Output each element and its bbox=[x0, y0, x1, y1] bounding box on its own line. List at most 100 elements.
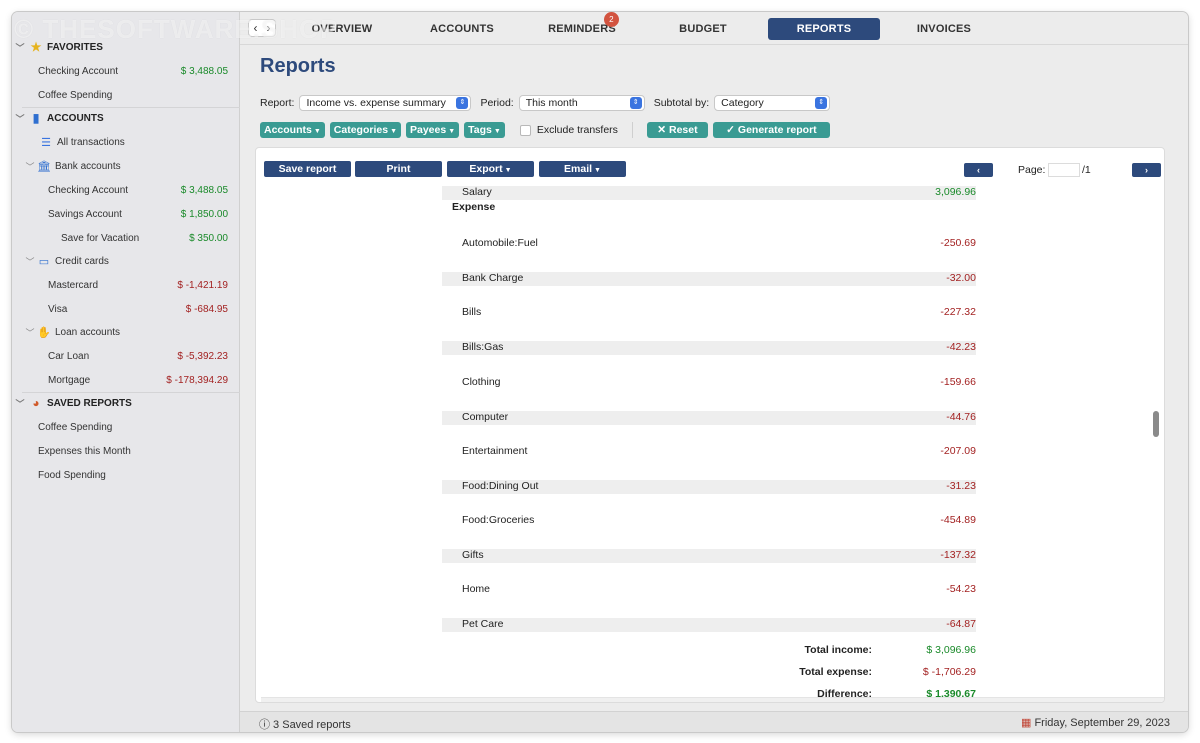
dropdown-arrow-icon: ▼ bbox=[493, 128, 501, 135]
sidebar-item-visa[interactable]: Visa $ -684.95 bbox=[12, 299, 240, 319]
star-icon: ★ bbox=[30, 40, 42, 54]
total-income-label: Total income: bbox=[804, 644, 872, 656]
sidebar-item-saved-report[interactable]: Food Spending bbox=[12, 465, 240, 485]
report-panel: Save report Print Export ▼ Email ▼ ‹ Page:… bbox=[255, 147, 1165, 703]
email-button[interactable]: Email ▼ bbox=[539, 161, 626, 177]
sidebar-item-mortgage[interactable]: Mortgage $ -178,394.29 bbox=[12, 370, 240, 390]
accounts-title: ACCOUNTS bbox=[47, 112, 104, 124]
chevron-down-icon[interactable]: ﹀ bbox=[25, 327, 35, 338]
export-label: Export bbox=[469, 163, 503, 175]
dropdown-arrow-icon: ▼ bbox=[504, 167, 512, 174]
tab-invoices[interactable]: INVOICES bbox=[916, 23, 972, 35]
divider bbox=[631, 122, 633, 138]
report-label: Report: bbox=[260, 97, 295, 109]
sidebar-item-favorite-coffee[interactable]: Coffee Spending bbox=[12, 85, 240, 105]
status-date: ▦ Friday, September 29, 2023 bbox=[1021, 716, 1170, 729]
favorites-title: FAVORITES bbox=[47, 41, 103, 53]
period-select[interactable]: This month ⇕ bbox=[518, 95, 645, 111]
sidebar-item-saved-report[interactable]: Coffee Spending bbox=[12, 417, 240, 437]
total-expense-label: Total expense: bbox=[799, 666, 872, 678]
row-label: Home bbox=[462, 583, 491, 595]
sidebar-item-checking[interactable]: Checking Account $ 3,488.05 bbox=[12, 180, 240, 200]
sidebar-item-favorite-checking[interactable]: Checking Account $ 3,488.05 bbox=[12, 61, 240, 81]
row-value: -64.87 bbox=[946, 618, 976, 630]
expense-heading: Expense bbox=[452, 201, 496, 213]
page-input[interactable] bbox=[1048, 163, 1080, 177]
sidebar-group-bank[interactable]: ﹀ 🏛 Bank accounts bbox=[12, 156, 240, 176]
divider bbox=[22, 107, 240, 108]
report-select-value: Income vs. expense summary bbox=[306, 97, 446, 109]
sidebar-group-loans[interactable]: ﹀ ✋ Loan accounts bbox=[12, 322, 240, 342]
row-label: Gifts bbox=[462, 549, 484, 561]
row-value: -44.76 bbox=[946, 411, 976, 423]
subtotal-select[interactable]: Category ⇕ bbox=[714, 95, 831, 111]
sidebar-group-credit[interactable]: ﹀ ▭ Credit cards bbox=[12, 251, 240, 271]
row-value: -207.09 bbox=[940, 445, 976, 457]
select-arrows-icon: ⇕ bbox=[456, 97, 469, 109]
page-title: Reports bbox=[260, 55, 336, 77]
bank-icon: 🏛 bbox=[37, 160, 51, 173]
table-row: Gifts -137.32 bbox=[442, 549, 976, 563]
prev-page-button[interactable]: ‹ bbox=[964, 163, 993, 177]
sidebar-item-saved-report[interactable]: Expenses this Month bbox=[12, 441, 240, 461]
chevron-down-icon[interactable]: ﹀ bbox=[25, 161, 35, 172]
filter-row: Accounts ▼ Categories ▼ Payees ▼ Tags ▼ Excl… bbox=[260, 122, 835, 138]
report-controls: Report: Income vs. expense summary ⇕ Per… bbox=[260, 95, 831, 111]
sidebar-item-mastercard[interactable]: Mastercard $ -1,421.19 bbox=[12, 275, 240, 295]
sidebar-item-label: Savings Account bbox=[48, 208, 122, 220]
export-button[interactable]: Export ▼ bbox=[447, 161, 534, 177]
saved-reports-count: ⓘ 3 Saved reports bbox=[259, 719, 351, 731]
tab-reports[interactable]: REPORTS bbox=[768, 18, 880, 40]
saved-reports-header[interactable]: ﹀ ◕ SAVED REPORTS bbox=[12, 393, 240, 413]
next-page-button[interactable]: › bbox=[1132, 163, 1161, 177]
accounts-header[interactable]: ﹀ ▮ ACCOUNTS bbox=[12, 108, 240, 128]
tab-overview[interactable]: OVERVIEW bbox=[311, 23, 373, 35]
sidebar-item-label: Coffee Spending bbox=[38, 89, 113, 101]
sidebar-item-vacation[interactable]: Save for Vacation $ 350.00 bbox=[12, 228, 240, 248]
exclude-transfers-checkbox[interactable] bbox=[519, 124, 531, 136]
generate-report-button[interactable]: ✓ Generate report bbox=[712, 122, 830, 138]
sidebar-item-car-loan[interactable]: Car Loan $ -5,392.23 bbox=[12, 346, 240, 366]
row-label: Food:Groceries bbox=[462, 514, 535, 526]
chevron-down-icon[interactable]: ﹀ bbox=[25, 256, 35, 267]
period-select-value: This month bbox=[525, 97, 578, 109]
tab-reminders[interactable]: REMINDERS 2 bbox=[526, 12, 638, 40]
row-label: Bills bbox=[462, 306, 482, 318]
tab-budget[interactable]: BUDGET bbox=[679, 23, 727, 35]
payees-filter-button[interactable]: Payees ▼ bbox=[406, 122, 460, 138]
chevron-down-icon[interactable]: ﹀ bbox=[15, 398, 25, 409]
sidebar-item-amount: $ -1,421.19 bbox=[177, 279, 228, 291]
tab-accounts[interactable]: ACCOUNTS bbox=[430, 23, 494, 35]
chevron-down-icon[interactable]: ﹀ bbox=[15, 113, 25, 124]
row-value: -250.69 bbox=[940, 237, 976, 249]
total-expense-value: $ -1,706.29 bbox=[922, 666, 976, 678]
back-icon[interactable]: ‹ bbox=[253, 21, 258, 35]
subtotal-label: Subtotal by: bbox=[653, 97, 710, 109]
nav-buttons: ‹ › bbox=[248, 19, 276, 37]
table-row: Computer -44.76 bbox=[442, 411, 976, 425]
sidebar-item-all-transactions[interactable]: ☰ All transactions bbox=[12, 132, 240, 152]
save-report-button[interactable]: Save report bbox=[264, 161, 351, 177]
tags-filter-button[interactable]: Tags ▼ bbox=[464, 122, 505, 138]
scrollbar-thumb[interactable] bbox=[1153, 411, 1159, 437]
row-value: -227.32 bbox=[940, 306, 976, 318]
sidebar-group-label: Credit cards bbox=[55, 255, 109, 267]
app-window: © THESOFTWARE.SHOP ﹀ ★ FAVORITES Checkin… bbox=[12, 12, 1188, 732]
sidebar-item-label: All transactions bbox=[57, 136, 125, 148]
accounts-filter-button[interactable]: Accounts ▼ bbox=[260, 122, 325, 138]
row-value: -32.00 bbox=[946, 272, 976, 284]
forward-icon[interactable]: › bbox=[266, 21, 271, 35]
sidebar-item-savings[interactable]: Savings Account $ 1,850.00 bbox=[12, 204, 240, 224]
exclude-transfers-label: Exclude transfers bbox=[536, 124, 618, 136]
categories-filter-button[interactable]: Categories ▼ bbox=[329, 122, 401, 138]
favorites-header[interactable]: ﹀ ★ FAVORITES bbox=[12, 37, 240, 57]
chevron-down-icon[interactable]: ﹀ bbox=[15, 42, 25, 53]
print-button[interactable]: Print bbox=[355, 161, 442, 177]
select-arrows-icon: ⇕ bbox=[815, 97, 828, 109]
row-label: Bills:Gas bbox=[462, 341, 504, 353]
page-label: Page: bbox=[1018, 164, 1046, 176]
reset-button[interactable]: ✕ Reset bbox=[646, 122, 708, 138]
sidebar-item-label: Expenses this Month bbox=[38, 445, 131, 457]
report-select[interactable]: Income vs. expense summary ⇕ bbox=[299, 95, 472, 111]
dropdown-arrow-icon: ▼ bbox=[390, 128, 397, 135]
